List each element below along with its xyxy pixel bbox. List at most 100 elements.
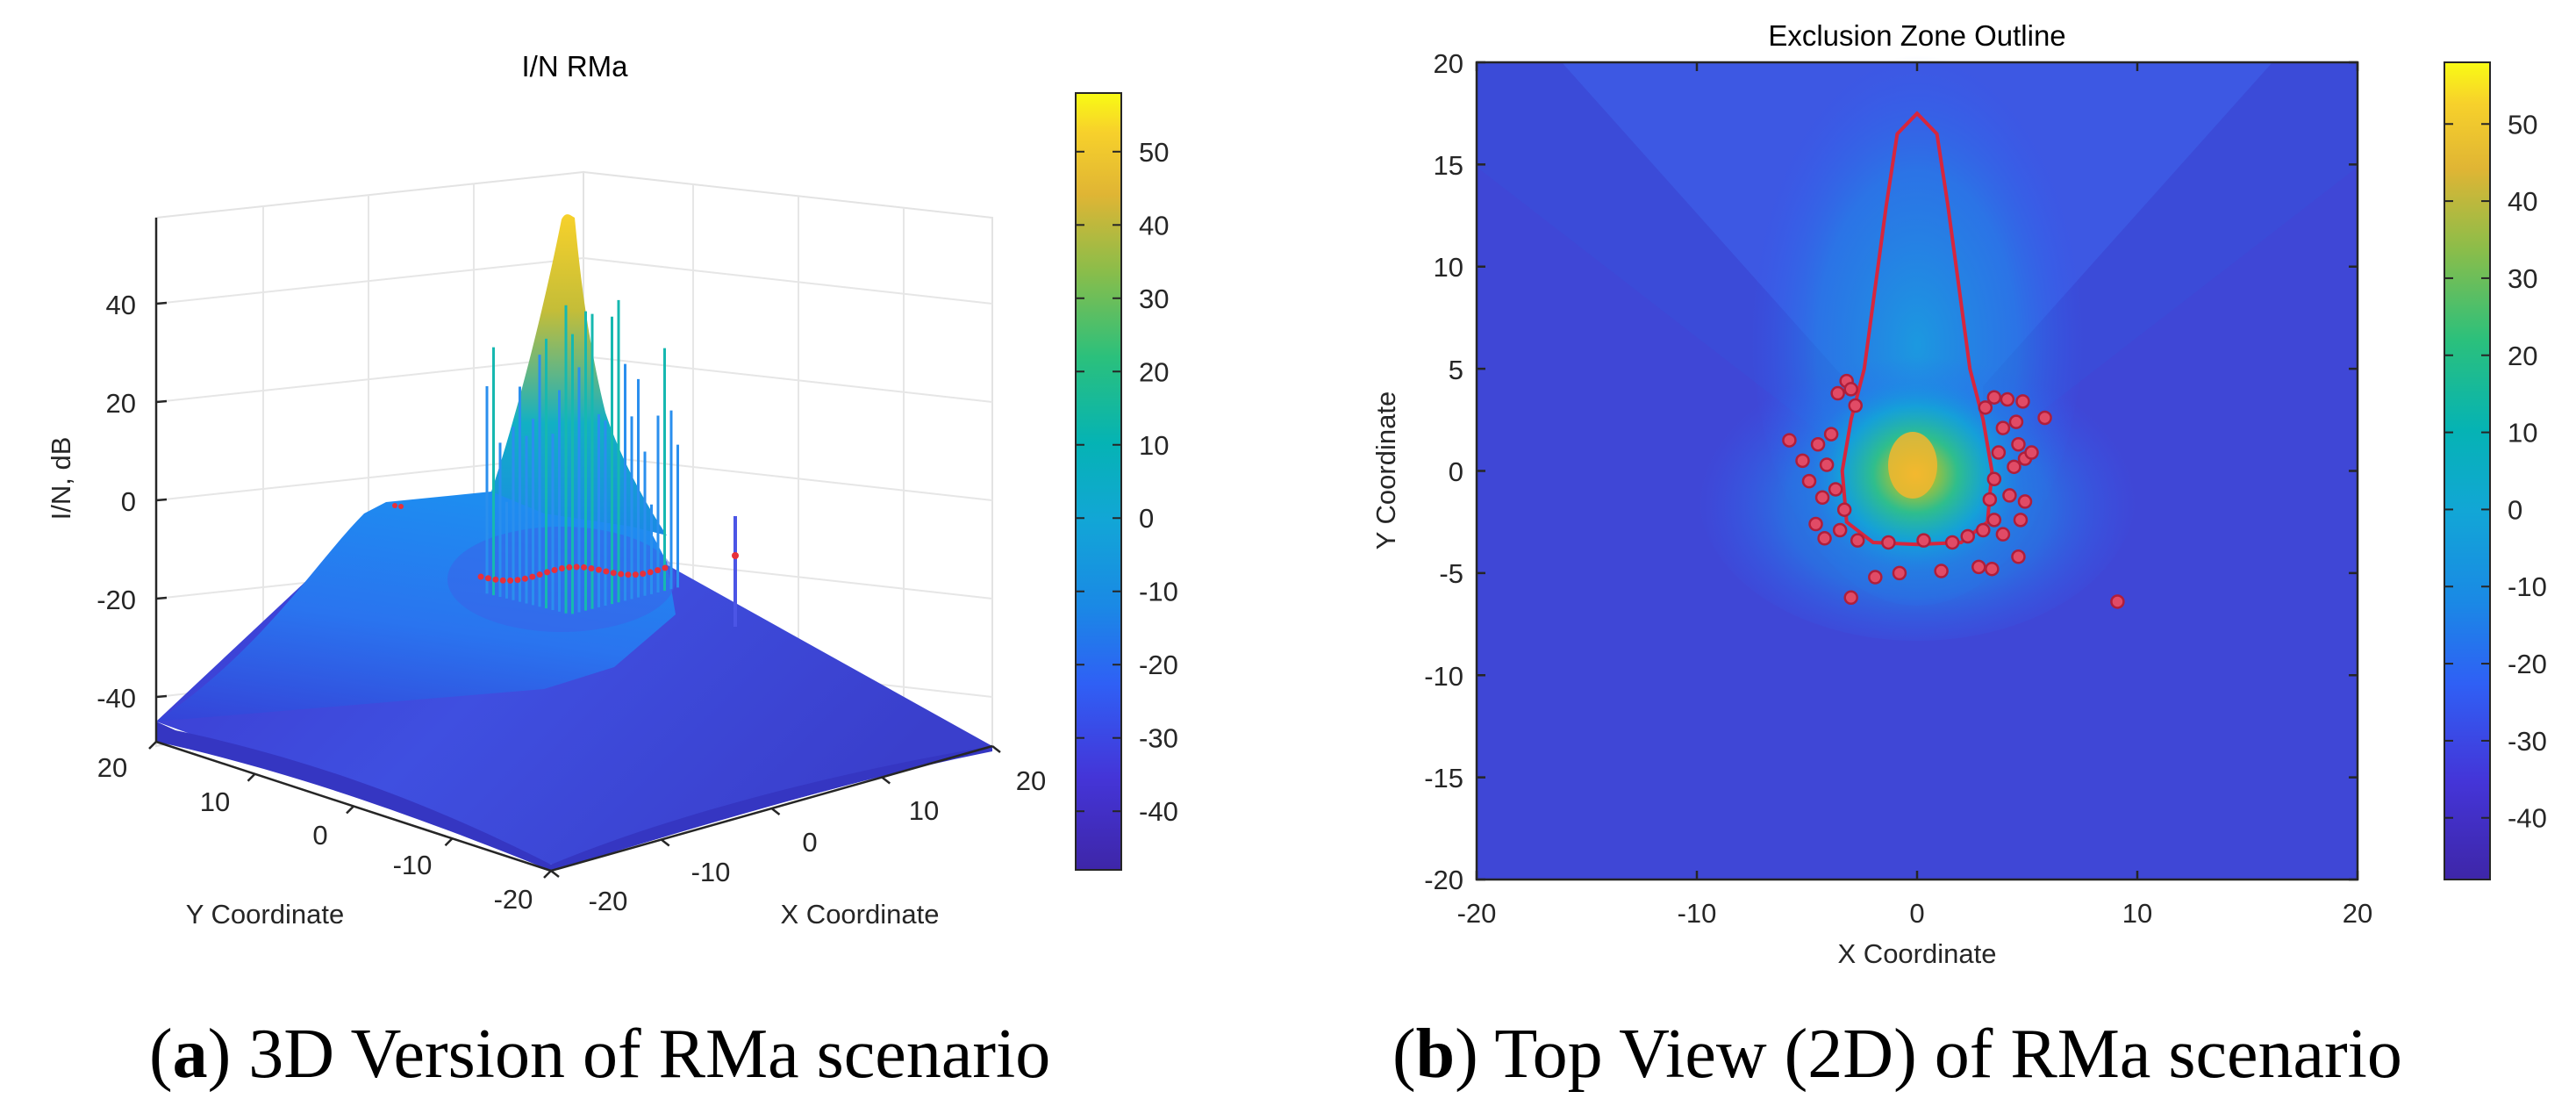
colorbar-tick-label: 0 xyxy=(2508,494,2522,525)
panel-a-surface xyxy=(156,214,992,871)
heatmap-field xyxy=(1477,26,2358,880)
exclusion-point xyxy=(1814,490,1830,506)
x-axis-label: X Coordinate xyxy=(1838,938,1997,969)
y-tick-label: -20 xyxy=(494,884,533,915)
y-tick-label: -20 xyxy=(1424,865,1463,895)
z-tick-mark xyxy=(155,399,168,404)
exclusion-points xyxy=(1782,373,2125,609)
x-tick-mark xyxy=(660,838,670,847)
colorbar-tick-label: -30 xyxy=(1139,723,1178,754)
z-tick-label: -40 xyxy=(97,683,136,714)
x-tick-label: -20 xyxy=(1457,898,1497,929)
x-tick-label: 10 xyxy=(909,795,939,826)
exclusion-point xyxy=(1828,482,1843,497)
colorbar-tick-label: 10 xyxy=(1139,430,1169,461)
z-tick-mark xyxy=(155,694,168,699)
colorbar-tick-label: 40 xyxy=(1139,210,1169,241)
x-tick-label: -10 xyxy=(691,857,731,887)
colorbar-tick-label: -10 xyxy=(1139,577,1178,607)
exclusion-point xyxy=(2011,549,2026,564)
exclusion-point xyxy=(1944,535,1960,550)
exclusion-point xyxy=(1782,433,1797,448)
z-tick-mark xyxy=(155,596,168,600)
exclusion-point xyxy=(1995,527,2011,542)
y-tick-label: 20 xyxy=(1434,48,1463,79)
colorbar-tick-label: 20 xyxy=(1139,356,1169,387)
exclusion-point xyxy=(1960,528,1975,544)
exclusion-marker xyxy=(573,564,580,571)
panel-a-exclusion-markers xyxy=(477,564,669,584)
exclusion-marker xyxy=(610,570,617,577)
exclusion-marker xyxy=(662,564,669,571)
exclusion-point xyxy=(1978,400,1993,415)
exclusion-point xyxy=(1986,513,2002,528)
exclusion-marker xyxy=(484,575,491,582)
exclusion-point xyxy=(1832,522,1848,538)
exclusion-marker xyxy=(492,576,499,583)
exclusion-point xyxy=(1819,457,1835,472)
exclusion-point xyxy=(2110,594,2125,609)
y-tick-label: 0 xyxy=(1449,456,1463,487)
exclusion-marker xyxy=(544,569,551,576)
x-tick-label: 20 xyxy=(1016,765,1046,796)
y-tick-label: 0 xyxy=(312,820,327,851)
exclusion-point xyxy=(1843,590,1858,606)
colorbar-tick-label: -20 xyxy=(2508,649,2547,679)
y-tick-mark xyxy=(247,772,256,782)
exclusion-point xyxy=(2007,459,2021,475)
exclusion-point xyxy=(2015,394,2030,409)
exclusion-point xyxy=(1848,398,1863,413)
colorbar-tick-label: -20 xyxy=(1139,650,1178,680)
y-tick-label: -10 xyxy=(1424,661,1463,692)
exclusion-point xyxy=(2011,436,2026,452)
panel-b-heatmap: Exclusion Zone Outline 20 15 10 5 0 -5 -… xyxy=(1370,19,2547,1093)
y-tick-mark xyxy=(346,805,354,815)
exclusion-point xyxy=(1850,533,1865,548)
panel-b-colorbar: 50 40 30 20 10 0 -10 -20 -30 -40 xyxy=(2444,61,2547,880)
x-tick-mark xyxy=(991,745,1001,753)
exclusion-point xyxy=(1823,427,1839,442)
exclusion-marker xyxy=(655,567,662,574)
exclusion-point xyxy=(1795,453,1810,469)
colorbar-tick-label: 0 xyxy=(1139,503,1154,534)
exclusion-point xyxy=(1810,436,1826,452)
exclusion-point xyxy=(1986,471,2002,487)
exclusion-point xyxy=(1881,535,1896,550)
x-tick-label: -20 xyxy=(589,886,628,916)
exclusion-marker xyxy=(558,565,565,572)
y-tick-label: 10 xyxy=(200,786,230,817)
exclusion-point xyxy=(1801,473,1817,489)
exclusion-point xyxy=(2017,494,2033,509)
panel-a-title: I/N RMa xyxy=(521,50,628,83)
x-tick-label: 10 xyxy=(2122,898,2152,929)
exclusion-point xyxy=(1892,565,1907,581)
z-axis-label: I/N, dB xyxy=(46,437,76,521)
z-tick-label: 40 xyxy=(106,290,136,320)
exclusion-marker xyxy=(536,571,543,578)
exclusion-marker xyxy=(595,566,602,573)
y-tick-label: 20 xyxy=(97,752,127,783)
exclusion-point xyxy=(1868,570,1883,585)
z-tick-label: 20 xyxy=(106,388,136,419)
y-tick-mark xyxy=(543,870,552,879)
exclusion-marker xyxy=(529,573,536,580)
exclusion-point xyxy=(1808,516,1823,532)
exclusion-outline xyxy=(1840,111,1994,547)
x-tick-mark xyxy=(770,808,781,815)
exclusion-point xyxy=(2002,488,2017,503)
y-tick-mark xyxy=(444,837,454,847)
exclusion-marker xyxy=(603,568,610,575)
panel-a-colorbar: 50 40 30 20 10 0 -10 -20 -30 -40 xyxy=(1075,92,1178,871)
z-tick-label: -20 xyxy=(97,585,136,615)
exclusion-point xyxy=(1991,445,2007,460)
exclusion-marker xyxy=(507,577,514,584)
exclusion-point xyxy=(1982,492,1998,507)
z-tick-label: 0 xyxy=(121,486,136,517)
y-tick-label: -15 xyxy=(1424,763,1463,793)
exclusion-point xyxy=(1836,502,1852,517)
y-tick-label: -5 xyxy=(1439,558,1463,589)
colorbar-tick-label: 10 xyxy=(2508,418,2537,449)
colorbar-tick-label: -30 xyxy=(2508,726,2547,757)
x-tick-mark xyxy=(550,870,560,878)
